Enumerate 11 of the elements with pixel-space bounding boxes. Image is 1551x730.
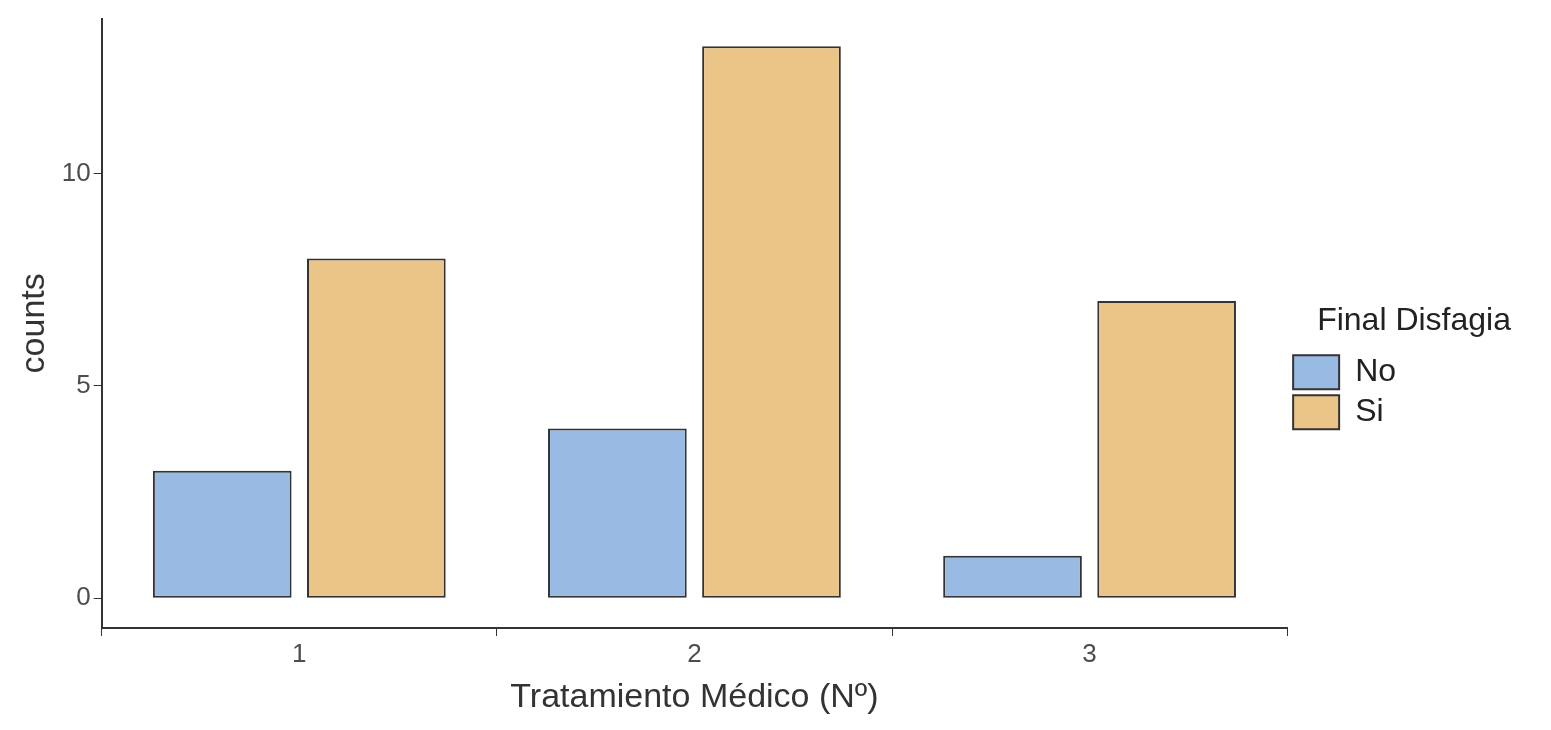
legend-label: Si — [1355, 392, 1384, 429]
y-axis-title: counts — [12, 273, 51, 374]
legend-label: No — [1355, 352, 1397, 389]
x-tick-label: 1 — [292, 637, 307, 668]
x-axis-title: Tratamiento Médico (Nº) — [510, 675, 879, 714]
y-tick-label: 5 — [76, 369, 91, 400]
legend-title: Final Disfagia — [1317, 300, 1512, 337]
y-tick-label: 0 — [76, 581, 91, 612]
x-tick-label: 2 — [687, 637, 702, 668]
y-tick-label: 10 — [61, 156, 91, 187]
x-tick-label: 3 — [1082, 637, 1097, 668]
